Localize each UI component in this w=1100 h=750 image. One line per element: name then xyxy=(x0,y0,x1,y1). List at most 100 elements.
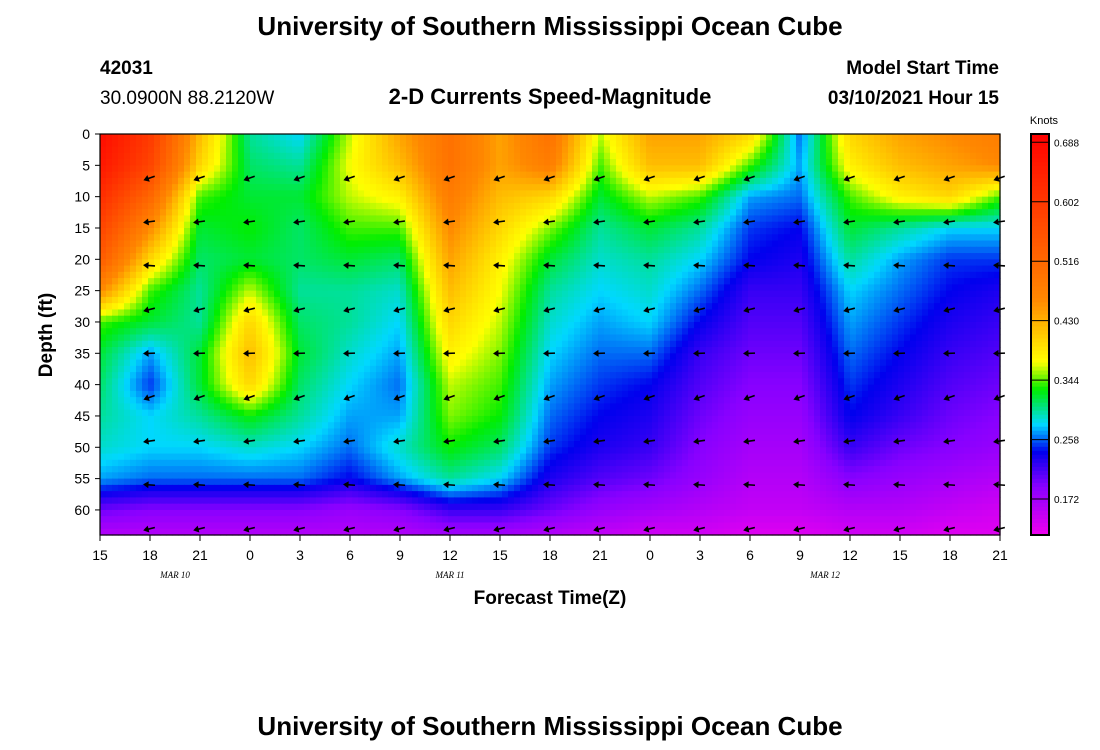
heatmap-cell xyxy=(880,159,887,166)
heatmap-cell xyxy=(646,278,653,285)
heatmap-cell xyxy=(976,140,983,148)
heatmap-cell xyxy=(676,290,683,298)
heatmap-cell xyxy=(886,284,893,292)
heatmap-cell xyxy=(484,221,491,229)
heatmap-cell xyxy=(178,165,185,173)
heatmap-cell xyxy=(904,321,911,329)
heatmap-cell xyxy=(340,140,347,148)
heatmap-cell xyxy=(796,146,803,154)
heatmap-cell xyxy=(832,259,839,267)
heatmap-cell xyxy=(436,296,443,304)
heatmap-cell xyxy=(406,290,413,298)
heatmap-cell xyxy=(826,146,833,154)
heatmap-cell xyxy=(100,165,107,173)
heatmap-cell xyxy=(118,140,125,148)
heatmap-cell xyxy=(622,321,629,329)
heatmap-cell xyxy=(940,265,947,273)
heatmap-cell xyxy=(604,215,611,223)
heatmap-cell xyxy=(700,177,707,185)
heatmap-cell xyxy=(880,177,887,185)
heatmap-cell xyxy=(742,177,749,185)
heatmap-cell xyxy=(358,209,365,217)
heatmap-cell xyxy=(472,328,479,336)
heatmap-cell xyxy=(430,177,437,185)
heatmap-cell xyxy=(172,196,179,204)
heatmap-cell xyxy=(142,259,149,267)
heatmap-cell xyxy=(562,177,569,185)
heatmap-cell xyxy=(754,146,761,154)
heatmap-cell xyxy=(502,159,509,166)
heatmap-cell xyxy=(376,171,383,179)
heatmap-cell xyxy=(544,284,551,292)
heatmap-cell xyxy=(682,303,689,311)
heatmap-cell xyxy=(970,140,977,148)
heatmap-cell xyxy=(922,209,929,217)
heatmap-cell xyxy=(940,227,947,235)
heatmap-cell xyxy=(292,253,299,260)
heatmap-cell xyxy=(304,227,311,235)
heatmap-cell xyxy=(412,221,419,229)
heatmap-cell xyxy=(940,290,947,298)
heatmap-cell xyxy=(412,177,419,185)
heatmap-cell xyxy=(448,321,455,329)
heatmap-cell xyxy=(934,227,941,235)
heatmap-cell xyxy=(916,321,923,329)
heatmap-cell xyxy=(706,284,713,292)
heatmap-cell xyxy=(946,284,953,292)
heatmap-cell xyxy=(688,134,695,141)
heatmap-cell xyxy=(184,315,191,323)
heatmap-cell xyxy=(244,340,251,348)
heatmap-cell xyxy=(238,265,245,273)
heatmap-cell xyxy=(496,209,503,217)
heatmap-cell xyxy=(268,290,275,298)
heatmap-cell xyxy=(712,227,719,235)
heatmap-cell xyxy=(118,152,125,160)
heatmap-cell xyxy=(112,165,119,173)
heatmap-cell xyxy=(178,152,185,160)
heatmap-cell xyxy=(778,303,785,311)
heatmap-cell xyxy=(208,171,215,179)
heatmap-cell xyxy=(556,271,563,279)
heatmap-cell xyxy=(274,246,281,254)
heatmap-cell xyxy=(418,240,425,248)
heatmap-cell xyxy=(532,284,539,292)
heatmap-cell xyxy=(484,134,491,141)
heatmap-cell xyxy=(970,134,977,141)
heatmap-cell xyxy=(784,315,791,323)
heatmap-cell xyxy=(808,171,815,179)
heatmap-cell xyxy=(760,328,767,336)
heatmap-cell xyxy=(322,271,329,279)
heatmap-cell xyxy=(742,196,749,204)
heatmap-cell xyxy=(442,309,449,317)
heatmap-cell xyxy=(442,246,449,254)
heatmap-cell xyxy=(664,284,671,292)
heatmap-cell xyxy=(766,240,773,248)
heatmap-cell xyxy=(652,171,659,179)
heatmap-cell xyxy=(760,234,767,242)
heatmap-cell xyxy=(262,146,269,154)
heatmap-cell xyxy=(202,196,209,204)
heatmap-cell xyxy=(880,202,887,210)
heatmap-cell xyxy=(592,278,599,285)
heatmap-cell xyxy=(166,234,173,242)
heatmap-cell xyxy=(130,165,137,173)
heatmap-cell xyxy=(628,234,635,242)
heatmap-cell xyxy=(766,209,773,217)
heatmap-cell xyxy=(250,278,257,285)
heatmap-cell xyxy=(658,284,665,292)
heatmap-cell xyxy=(436,309,443,317)
heatmap-cell xyxy=(394,196,401,204)
heatmap-cell xyxy=(250,259,257,267)
heatmap-cell xyxy=(982,246,989,254)
heatmap-cell xyxy=(490,309,497,317)
heatmap-cell xyxy=(214,309,221,317)
heatmap-cell xyxy=(166,196,173,204)
heatmap-cell xyxy=(538,184,545,191)
heatmap-cell xyxy=(976,309,983,317)
heatmap-cell xyxy=(982,290,989,298)
heatmap-cell xyxy=(718,259,725,267)
heatmap-cell xyxy=(916,315,923,323)
heatmap-cell xyxy=(790,152,797,160)
heatmap-cell xyxy=(178,202,185,210)
heatmap-cell xyxy=(886,177,893,185)
